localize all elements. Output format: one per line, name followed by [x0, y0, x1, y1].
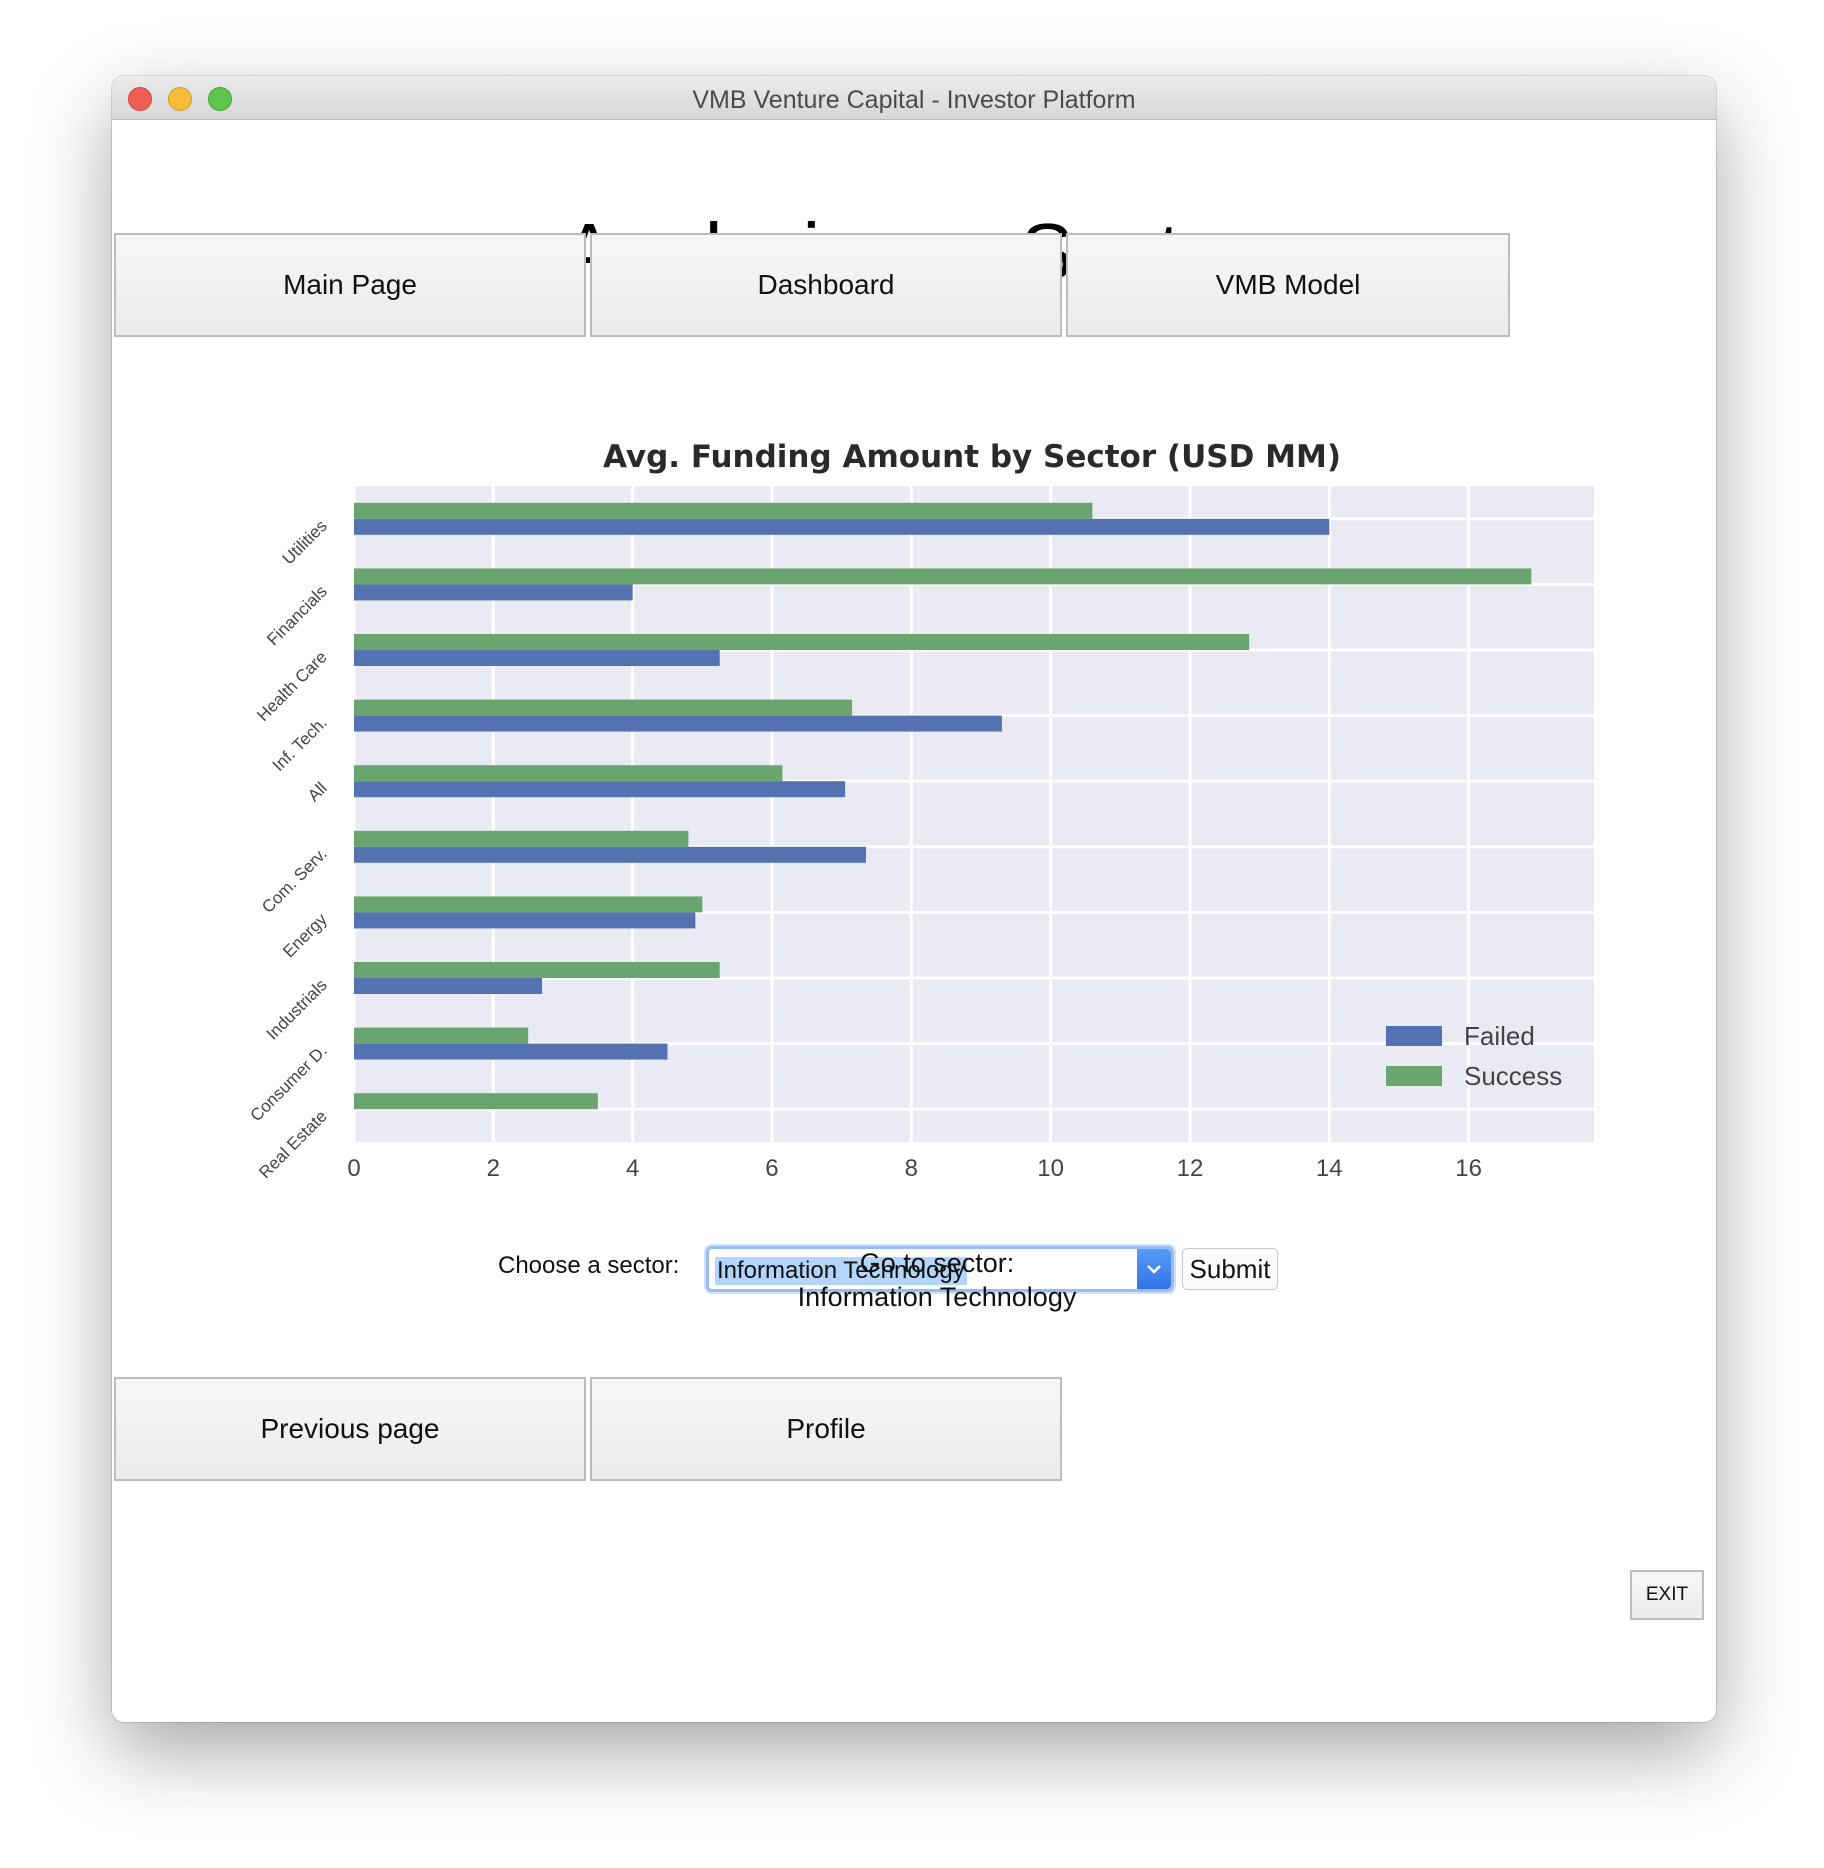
x-tick-label: 16	[1455, 1155, 1482, 1182]
y-tick-label: All	[304, 779, 331, 806]
bar-success	[354, 568, 1532, 585]
vmb-model-button[interactable]: VMB Model	[1066, 233, 1510, 337]
y-tick-label: Com. Serv.	[258, 844, 331, 917]
y-tick-label: Utilities	[279, 516, 331, 568]
minimize-window-button[interactable]	[168, 87, 192, 111]
previous-page-button[interactable]: Previous page	[114, 1377, 586, 1481]
sector-chooser-label: Choose a sector:	[498, 1252, 680, 1279]
goto-sector-value: Information Technology	[797, 1282, 1077, 1312]
y-tick-label: Inf. Tech.	[269, 713, 331, 775]
x-tick-label: 2	[487, 1155, 500, 1182]
bar-success	[354, 1027, 529, 1044]
bar-failed	[354, 715, 1002, 732]
window-title: VMB Venture Capital - Investor Platform	[692, 86, 1136, 114]
main-page-button[interactable]: Main Page	[114, 233, 586, 337]
app-window: VMB Venture Capital - Investor Platform …	[112, 76, 1716, 1722]
close-window-button[interactable]	[128, 87, 152, 111]
exit-button[interactable]: EXIT	[1630, 1570, 1704, 1620]
legend-label-success: Success	[1464, 1061, 1562, 1091]
x-tick-label: 10	[1037, 1155, 1064, 1182]
bar-success	[354, 634, 1250, 650]
maximize-window-button[interactable]	[208, 87, 232, 111]
x-tick-label: 14	[1316, 1155, 1343, 1182]
bar-failed	[354, 650, 720, 666]
bar-failed	[354, 978, 543, 994]
bar-failed	[354, 912, 696, 929]
bar-failed	[354, 518, 1330, 535]
sector-select-value: Information Technology	[715, 1257, 967, 1285]
profile-button[interactable]: Profile	[590, 1377, 1062, 1481]
bar-failed	[354, 1043, 668, 1060]
x-tick-label: 6	[765, 1155, 778, 1182]
bar-success	[354, 830, 689, 847]
x-tick-label: 12	[1177, 1155, 1204, 1182]
bar-success	[354, 896, 703, 913]
bar-failed	[354, 584, 633, 601]
y-tick-label: Industrials	[263, 975, 331, 1043]
bar-success	[354, 1093, 598, 1110]
dashboard-button[interactable]: Dashboard	[590, 233, 1062, 337]
legend-swatch-success	[1386, 1066, 1442, 1086]
bar-failed	[354, 781, 846, 798]
legend-swatch-failed	[1386, 1026, 1442, 1046]
chevron-down-icon[interactable]	[1137, 1249, 1171, 1289]
funding-chart: Utilities Financials Health Care Inf. Tech.…	[242, 436, 1622, 1196]
submit-button[interactable]: Submit	[1182, 1248, 1278, 1290]
chart-title: Avg. Funding Amount by Sector (USD MM)	[603, 439, 1341, 475]
y-tick-label: Health Care	[253, 647, 331, 725]
bar-failed	[354, 846, 867, 863]
goto-sector-label: Go to sector:	[859, 1248, 1015, 1278]
x-tick-label: 0	[347, 1155, 360, 1182]
bar-success	[354, 502, 1093, 519]
bar-success	[354, 699, 853, 716]
x-tick-label: 4	[626, 1155, 639, 1182]
title-bar: VMB Venture Capital - Investor Platform	[112, 76, 1716, 120]
sector-select[interactable]: Information Technology	[706, 1246, 1174, 1292]
y-tick-label: Energy	[279, 909, 331, 961]
bar-success	[354, 765, 783, 782]
x-tick-label: 8	[905, 1155, 918, 1182]
bar-success	[354, 962, 720, 978]
y-tick-label: Financials	[263, 582, 331, 650]
legend-label-failed: Failed	[1464, 1021, 1535, 1051]
